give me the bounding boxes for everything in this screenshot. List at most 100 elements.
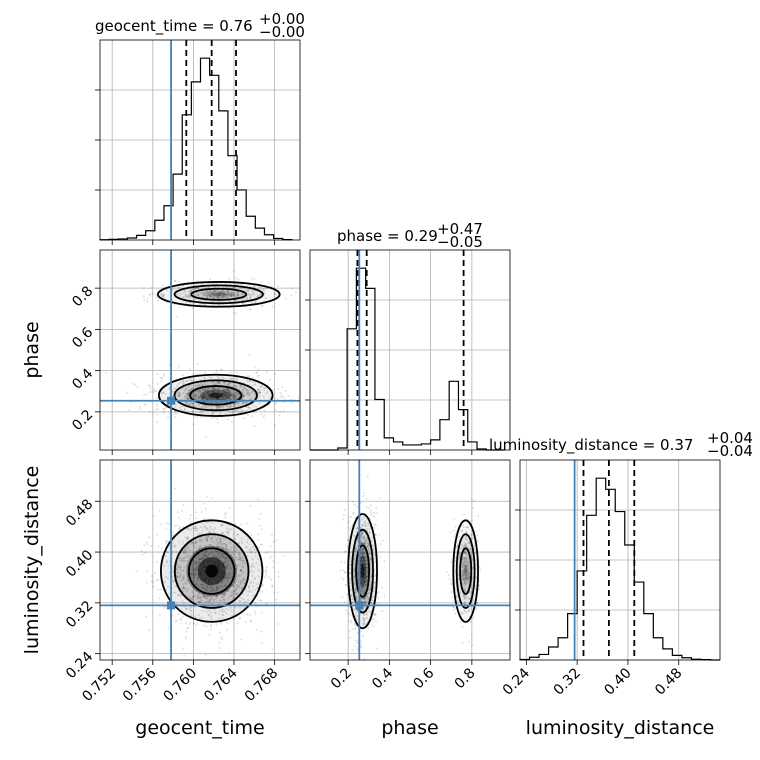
sample-point <box>227 390 230 393</box>
sample-point <box>215 371 217 374</box>
sample-point <box>275 538 278 541</box>
sample-point <box>217 387 220 389</box>
sample-point <box>235 291 238 294</box>
sample-point <box>156 404 158 407</box>
sample-point <box>237 401 240 404</box>
sample-point <box>256 375 259 377</box>
sample-point <box>197 287 200 290</box>
sample-point <box>180 292 183 295</box>
sample-point <box>226 397 229 400</box>
sample-point <box>191 380 194 382</box>
sample-point <box>259 599 262 602</box>
sample-point <box>156 382 159 385</box>
sample-point <box>256 539 259 542</box>
sample-point <box>233 397 236 400</box>
sample-point <box>196 389 199 392</box>
sample-point <box>234 395 237 398</box>
sample-point <box>213 293 216 296</box>
sample-point <box>216 398 219 401</box>
sample-point <box>185 396 188 399</box>
sample-point <box>352 512 355 515</box>
sample-point <box>225 395 228 398</box>
sample-point <box>208 289 211 292</box>
sample-point <box>215 397 218 400</box>
sample-point <box>222 377 225 380</box>
sample-point <box>260 528 263 531</box>
sample-point <box>208 390 211 393</box>
sample-point <box>233 397 236 400</box>
sample-point <box>218 292 221 295</box>
sample-point <box>208 633 211 636</box>
sample-point <box>254 612 257 615</box>
title-phase-main: phase = 0.29 <box>337 227 438 245</box>
sample-point <box>227 652 230 655</box>
sample-point <box>372 515 375 518</box>
sample-point <box>229 394 232 397</box>
sample-point <box>247 289 250 292</box>
sample-point <box>246 380 249 383</box>
sample-point <box>251 389 254 392</box>
sample-point <box>227 293 229 296</box>
sample-point <box>237 402 240 405</box>
sample-point <box>194 287 197 290</box>
sample-point <box>218 378 221 380</box>
sample-point <box>353 503 356 506</box>
sample-point <box>190 387 193 390</box>
sample-point <box>225 393 227 395</box>
sample-point <box>208 376 211 379</box>
sample-point <box>255 300 258 303</box>
histogram-geocent_time <box>99 57 293 241</box>
sample-point <box>201 389 204 392</box>
sample-point <box>162 372 165 375</box>
sample-point <box>189 403 192 406</box>
sample-point <box>350 619 353 622</box>
sample-point <box>257 368 260 371</box>
sample-point <box>181 509 184 512</box>
sample-point <box>261 304 264 307</box>
sample-point <box>167 627 170 630</box>
sample-point <box>206 296 209 299</box>
sample-point <box>148 294 151 297</box>
sample-point <box>265 573 268 576</box>
sample-point <box>201 388 204 391</box>
sample-point <box>198 384 201 387</box>
sample-point <box>207 293 210 296</box>
sample-point <box>203 376 206 379</box>
sample-point <box>250 391 253 394</box>
sample-point <box>225 397 228 400</box>
sample-point <box>203 394 206 397</box>
sample-point <box>204 384 207 387</box>
sample-point <box>243 395 246 397</box>
sample-point <box>238 617 241 620</box>
sample-point <box>229 294 232 297</box>
sample-point <box>216 296 219 299</box>
sample-point <box>230 295 233 297</box>
sample-point <box>230 295 232 298</box>
sample-point <box>160 547 163 550</box>
sample-point <box>223 293 226 295</box>
sample-point <box>183 389 186 392</box>
sample-point <box>262 416 265 419</box>
xtick-label-geocent_time-1: 0.756 <box>120 665 160 705</box>
sample-point <box>220 291 223 294</box>
sample-point <box>211 386 213 389</box>
sample-point <box>175 412 178 415</box>
sample-point <box>253 610 256 613</box>
sample-point <box>105 371 107 374</box>
sample-point <box>248 353 251 356</box>
sample-point <box>199 396 202 399</box>
sample-point <box>224 513 227 516</box>
panel-phase-vs-geocent_time <box>95 249 301 455</box>
sample-point <box>193 405 196 408</box>
sample-point <box>229 397 232 400</box>
sample-point <box>468 640 471 643</box>
sample-point <box>195 287 198 290</box>
sample-point <box>297 396 300 399</box>
sample-point <box>193 378 196 381</box>
sample-point <box>277 571 280 574</box>
sample-point <box>206 390 209 392</box>
sample-point <box>156 533 159 536</box>
sample-point <box>241 389 244 392</box>
sample-point <box>180 405 183 408</box>
sample-point <box>248 394 251 397</box>
